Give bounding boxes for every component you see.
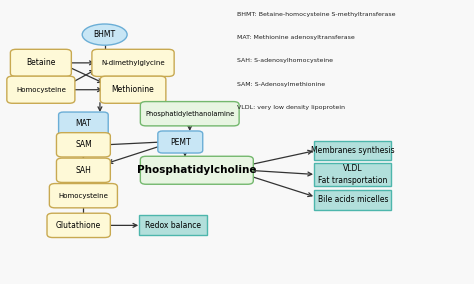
Text: Betaine: Betaine (26, 59, 55, 67)
Text: BHMT: BHMT (93, 30, 116, 39)
Text: Methionine: Methionine (112, 85, 155, 94)
FancyBboxPatch shape (47, 213, 110, 237)
FancyBboxPatch shape (314, 141, 392, 160)
FancyBboxPatch shape (56, 133, 110, 157)
Text: Homocysteine: Homocysteine (16, 87, 66, 93)
Text: Membranes synthesis: Membranes synthesis (311, 146, 394, 155)
FancyBboxPatch shape (139, 216, 207, 235)
Text: N-dimethylglycine: N-dimethylglycine (101, 60, 165, 66)
Text: PEMT: PEMT (170, 137, 191, 147)
FancyBboxPatch shape (314, 163, 392, 186)
Text: MAT: MAT (75, 119, 91, 128)
FancyBboxPatch shape (140, 102, 239, 126)
Text: Phosphatidylcholine: Phosphatidylcholine (137, 165, 256, 175)
Text: Homocysteine: Homocysteine (58, 193, 109, 199)
Text: Glutathione: Glutathione (56, 221, 101, 230)
Text: VLDL: very low density lipoprotein: VLDL: very low density lipoprotein (237, 105, 345, 110)
Text: BHMT: Betaine-homocysteine S-methyltransferase: BHMT: Betaine-homocysteine S-methyltrans… (237, 12, 395, 17)
FancyBboxPatch shape (10, 49, 72, 76)
Text: SAM: SAM (75, 140, 92, 149)
FancyBboxPatch shape (100, 76, 166, 103)
Ellipse shape (82, 24, 127, 45)
FancyBboxPatch shape (158, 131, 203, 153)
FancyBboxPatch shape (56, 158, 110, 182)
FancyBboxPatch shape (7, 76, 75, 103)
Text: VLDL
Fat transportation: VLDL Fat transportation (318, 164, 387, 185)
Text: MAT: Methionine adenosyltransferase: MAT: Methionine adenosyltransferase (237, 35, 355, 40)
Text: Bile acids micelles: Bile acids micelles (318, 195, 388, 204)
Text: Redox balance: Redox balance (145, 221, 201, 230)
FancyBboxPatch shape (49, 183, 118, 208)
FancyBboxPatch shape (314, 190, 392, 210)
Text: SAH: SAH (75, 166, 91, 175)
FancyBboxPatch shape (59, 112, 108, 135)
Text: SAH: S-adenosylhomocysteine: SAH: S-adenosylhomocysteine (237, 58, 333, 63)
FancyBboxPatch shape (92, 49, 174, 76)
Text: SAM: S-Adenosylmethionine: SAM: S-Adenosylmethionine (237, 82, 325, 87)
Text: Phosphatidylethanolamine: Phosphatidylethanolamine (145, 111, 234, 117)
FancyBboxPatch shape (140, 156, 253, 184)
